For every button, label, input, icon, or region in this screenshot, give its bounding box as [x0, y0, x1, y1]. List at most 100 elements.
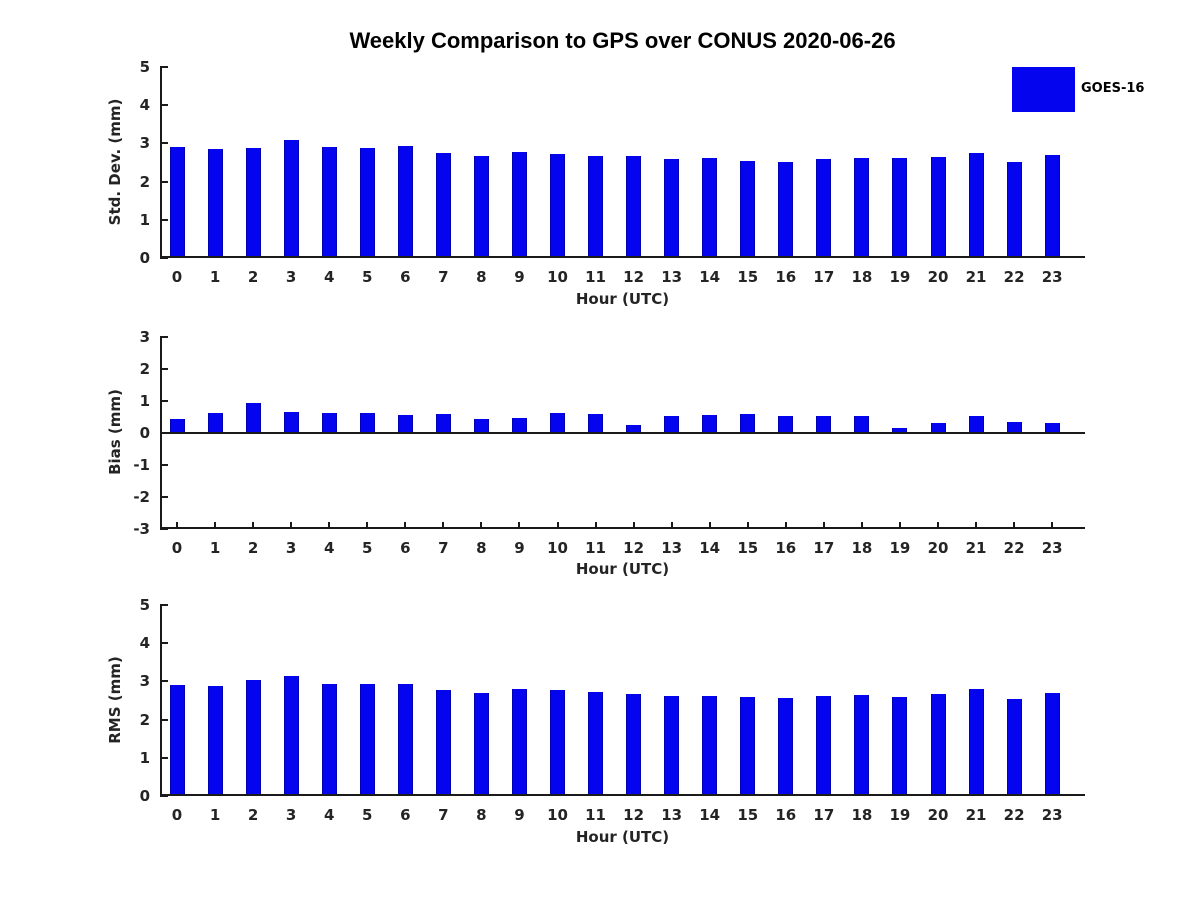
stddev-bar-hour-19	[892, 158, 908, 258]
bias-xtick-mark	[670, 522, 673, 529]
bias-ytick-label: 1	[139, 392, 150, 410]
bias-zero-line	[160, 432, 1085, 434]
stddev-ytick-mark	[160, 218, 168, 221]
subplot-bias	[160, 336, 1085, 530]
stddev-ytick-label: 2	[139, 172, 150, 191]
stddev-bar-hour-7	[435, 153, 451, 258]
rms-ytick-label: 2	[139, 710, 150, 729]
stddev-bar-hour-15	[740, 161, 756, 258]
bias-xtick-mark	[404, 522, 407, 529]
bias-xtick-mark	[556, 522, 559, 529]
bias-xtick-label: 8	[476, 539, 487, 557]
stddev-ytick-label: 0	[139, 249, 150, 267]
stddev-xtick-label: 13	[661, 268, 683, 286]
bias-xtick-mark	[784, 522, 787, 529]
bias-xtick-mark	[822, 522, 825, 529]
bias-xtick-mark	[1013, 522, 1016, 529]
bias-bar-hour-11	[588, 414, 604, 433]
stddev-xtick-label: 7	[438, 268, 449, 286]
stddev-bar-hour-18	[854, 158, 870, 258]
bias-bar-hour-18	[854, 416, 870, 433]
stddev-xtick-label: 11	[585, 268, 606, 286]
rms-bar-hour-14	[702, 696, 718, 796]
rms-xtick-label: 2	[247, 806, 259, 824]
bias-xtick-mark	[176, 522, 178, 529]
bias-xtick-label: 14	[699, 539, 721, 557]
subplot-stddev	[160, 66, 1085, 259]
bias-xtick-label: 15	[737, 539, 759, 557]
stddev-bar-hour-0	[169, 147, 185, 258]
bias-xtick-label: 18	[851, 539, 873, 557]
stddev-xtick-label: 1	[209, 268, 221, 286]
rms-xtick-label: 4	[323, 806, 335, 824]
rms-bar-hour-18	[854, 695, 870, 796]
bias-bar-hour-10	[550, 413, 565, 433]
bias-ytick-mark	[160, 496, 168, 498]
bias-bar-hour-5	[359, 413, 375, 433]
bias-ytick-mark	[160, 432, 168, 434]
bias-xtick-label: 12	[623, 539, 645, 557]
bias-bar-hour-20	[930, 423, 946, 433]
rms-bar-hour-10	[550, 690, 565, 796]
legend-label-goes16: GOES-16	[1081, 81, 1145, 96]
rms-bar-hour-15	[740, 697, 756, 796]
rms-bar-hour-9	[511, 689, 527, 796]
bias-bar-hour-21	[968, 416, 984, 433]
bias-xtick-mark	[366, 522, 369, 529]
stddev-bar-hour-3	[283, 140, 299, 258]
bias-bar-hour-13	[664, 416, 680, 433]
stddev-ytick-label: 3	[139, 134, 150, 153]
bias-xtick-label: 21	[965, 539, 987, 557]
stddev-xtick-label: 10	[547, 268, 568, 286]
bias-xtick-mark	[442, 522, 445, 529]
stddev-ytick-mark	[160, 66, 168, 68]
stddev-ytick-mark	[160, 257, 168, 259]
stddev-bar-hour-20	[930, 157, 946, 258]
rms-bar-hour-4	[321, 684, 337, 796]
bias-xtick-label: 20	[927, 539, 949, 557]
rms-bar-hour-5	[359, 684, 375, 796]
stddev-xtick-label: 21	[965, 268, 987, 286]
rms-bar-hour-22	[1006, 699, 1022, 796]
stddev-xtick-label: 0	[171, 268, 183, 286]
stddev-xtick-label: 6	[400, 268, 411, 286]
bias-bar-hour-8	[473, 419, 489, 433]
bias-bar-hour-19	[892, 428, 908, 433]
stddev-xtick-label: 15	[737, 268, 759, 286]
bias-xtick-mark	[252, 522, 255, 529]
stddev-xtick-label: 4	[323, 268, 335, 286]
rms-bar-hour-21	[968, 689, 984, 796]
rms-bar-hour-12	[626, 694, 642, 796]
stddev-bar-hour-11	[588, 156, 604, 258]
rms-xtick-label: 7	[438, 806, 449, 824]
stddev-ytick-label: 4	[139, 96, 150, 115]
rms-xtick-label: 20	[927, 806, 949, 824]
rms-xtick-label: 1	[209, 806, 221, 824]
bias-ytick-mark	[160, 528, 168, 530]
rms-bar-hour-20	[930, 694, 946, 796]
rms-bar-hour-17	[816, 696, 832, 796]
rms-left-spine	[160, 605, 162, 796]
rms-xtick-label: 15	[737, 806, 759, 824]
rms-y-axis-label: RMS (mm)	[106, 656, 124, 744]
bias-bar-hour-2	[245, 403, 261, 433]
stddev-bar-hour-6	[397, 146, 413, 258]
bias-bar-hour-4	[321, 413, 337, 433]
rms-bar-hour-23	[1044, 693, 1060, 796]
bias-xtick-mark	[898, 522, 901, 529]
rms-xtick-label: 21	[965, 806, 987, 824]
bias-xtick-mark	[632, 522, 635, 529]
bias-ytick-mark	[160, 336, 168, 338]
bias-ytick-label: -1	[133, 456, 150, 474]
stddev-bar-hour-16	[778, 162, 794, 258]
bias-bar-hour-14	[702, 415, 718, 433]
bias-xtick-label: 19	[889, 539, 911, 557]
rms-ytick-label: 4	[139, 634, 150, 653]
bias-xtick-mark	[328, 522, 331, 529]
bias-xtick-mark	[480, 522, 483, 529]
stddev-xtick-label: 12	[623, 268, 645, 286]
stddev-xtick-label: 16	[775, 268, 797, 286]
bias-xtick-mark	[290, 522, 293, 529]
stddev-ytick-mark	[160, 104, 168, 107]
bias-xtick-mark	[746, 522, 749, 529]
